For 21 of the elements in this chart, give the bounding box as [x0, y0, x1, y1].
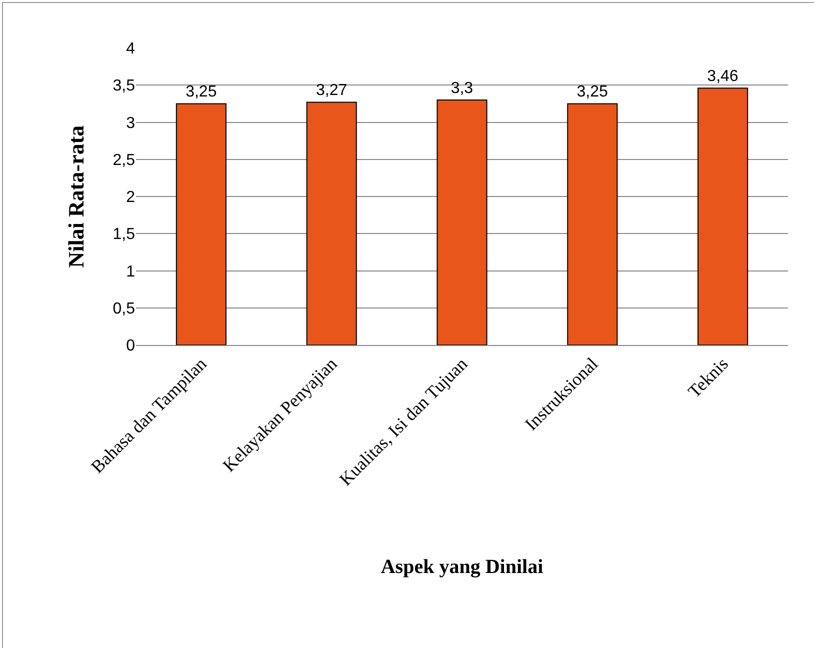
bar [176, 103, 226, 345]
bar [306, 102, 357, 345]
y-tick-label: 0,5 [112, 300, 136, 318]
y-tick-label: 4 [126, 40, 136, 58]
y-tick-label: 3,5 [112, 78, 136, 95]
y-tick-label: 2,5 [112, 152, 136, 169]
y-tick-label: 0 [126, 338, 136, 355]
y-tick-label: 1 [126, 263, 136, 280]
data-label: 3,27 [316, 82, 348, 100]
bar [567, 103, 618, 345]
y-axis-title: Nilai Rata-rata [64, 125, 89, 268]
bar [436, 99, 488, 345]
data-label: 3,25 [186, 84, 217, 101]
bar [698, 88, 748, 345]
data-label: 3,46 [707, 68, 738, 86]
y-tick-label: 3 [126, 114, 136, 132]
data-label: 3,25 [576, 84, 608, 101]
y-tick-label: 1,5 [112, 226, 136, 244]
data-label: 3,3 [450, 80, 474, 97]
y-tick-label: 2 [126, 189, 136, 206]
x-axis-title: Aspek yang Dinilai [380, 556, 544, 578]
